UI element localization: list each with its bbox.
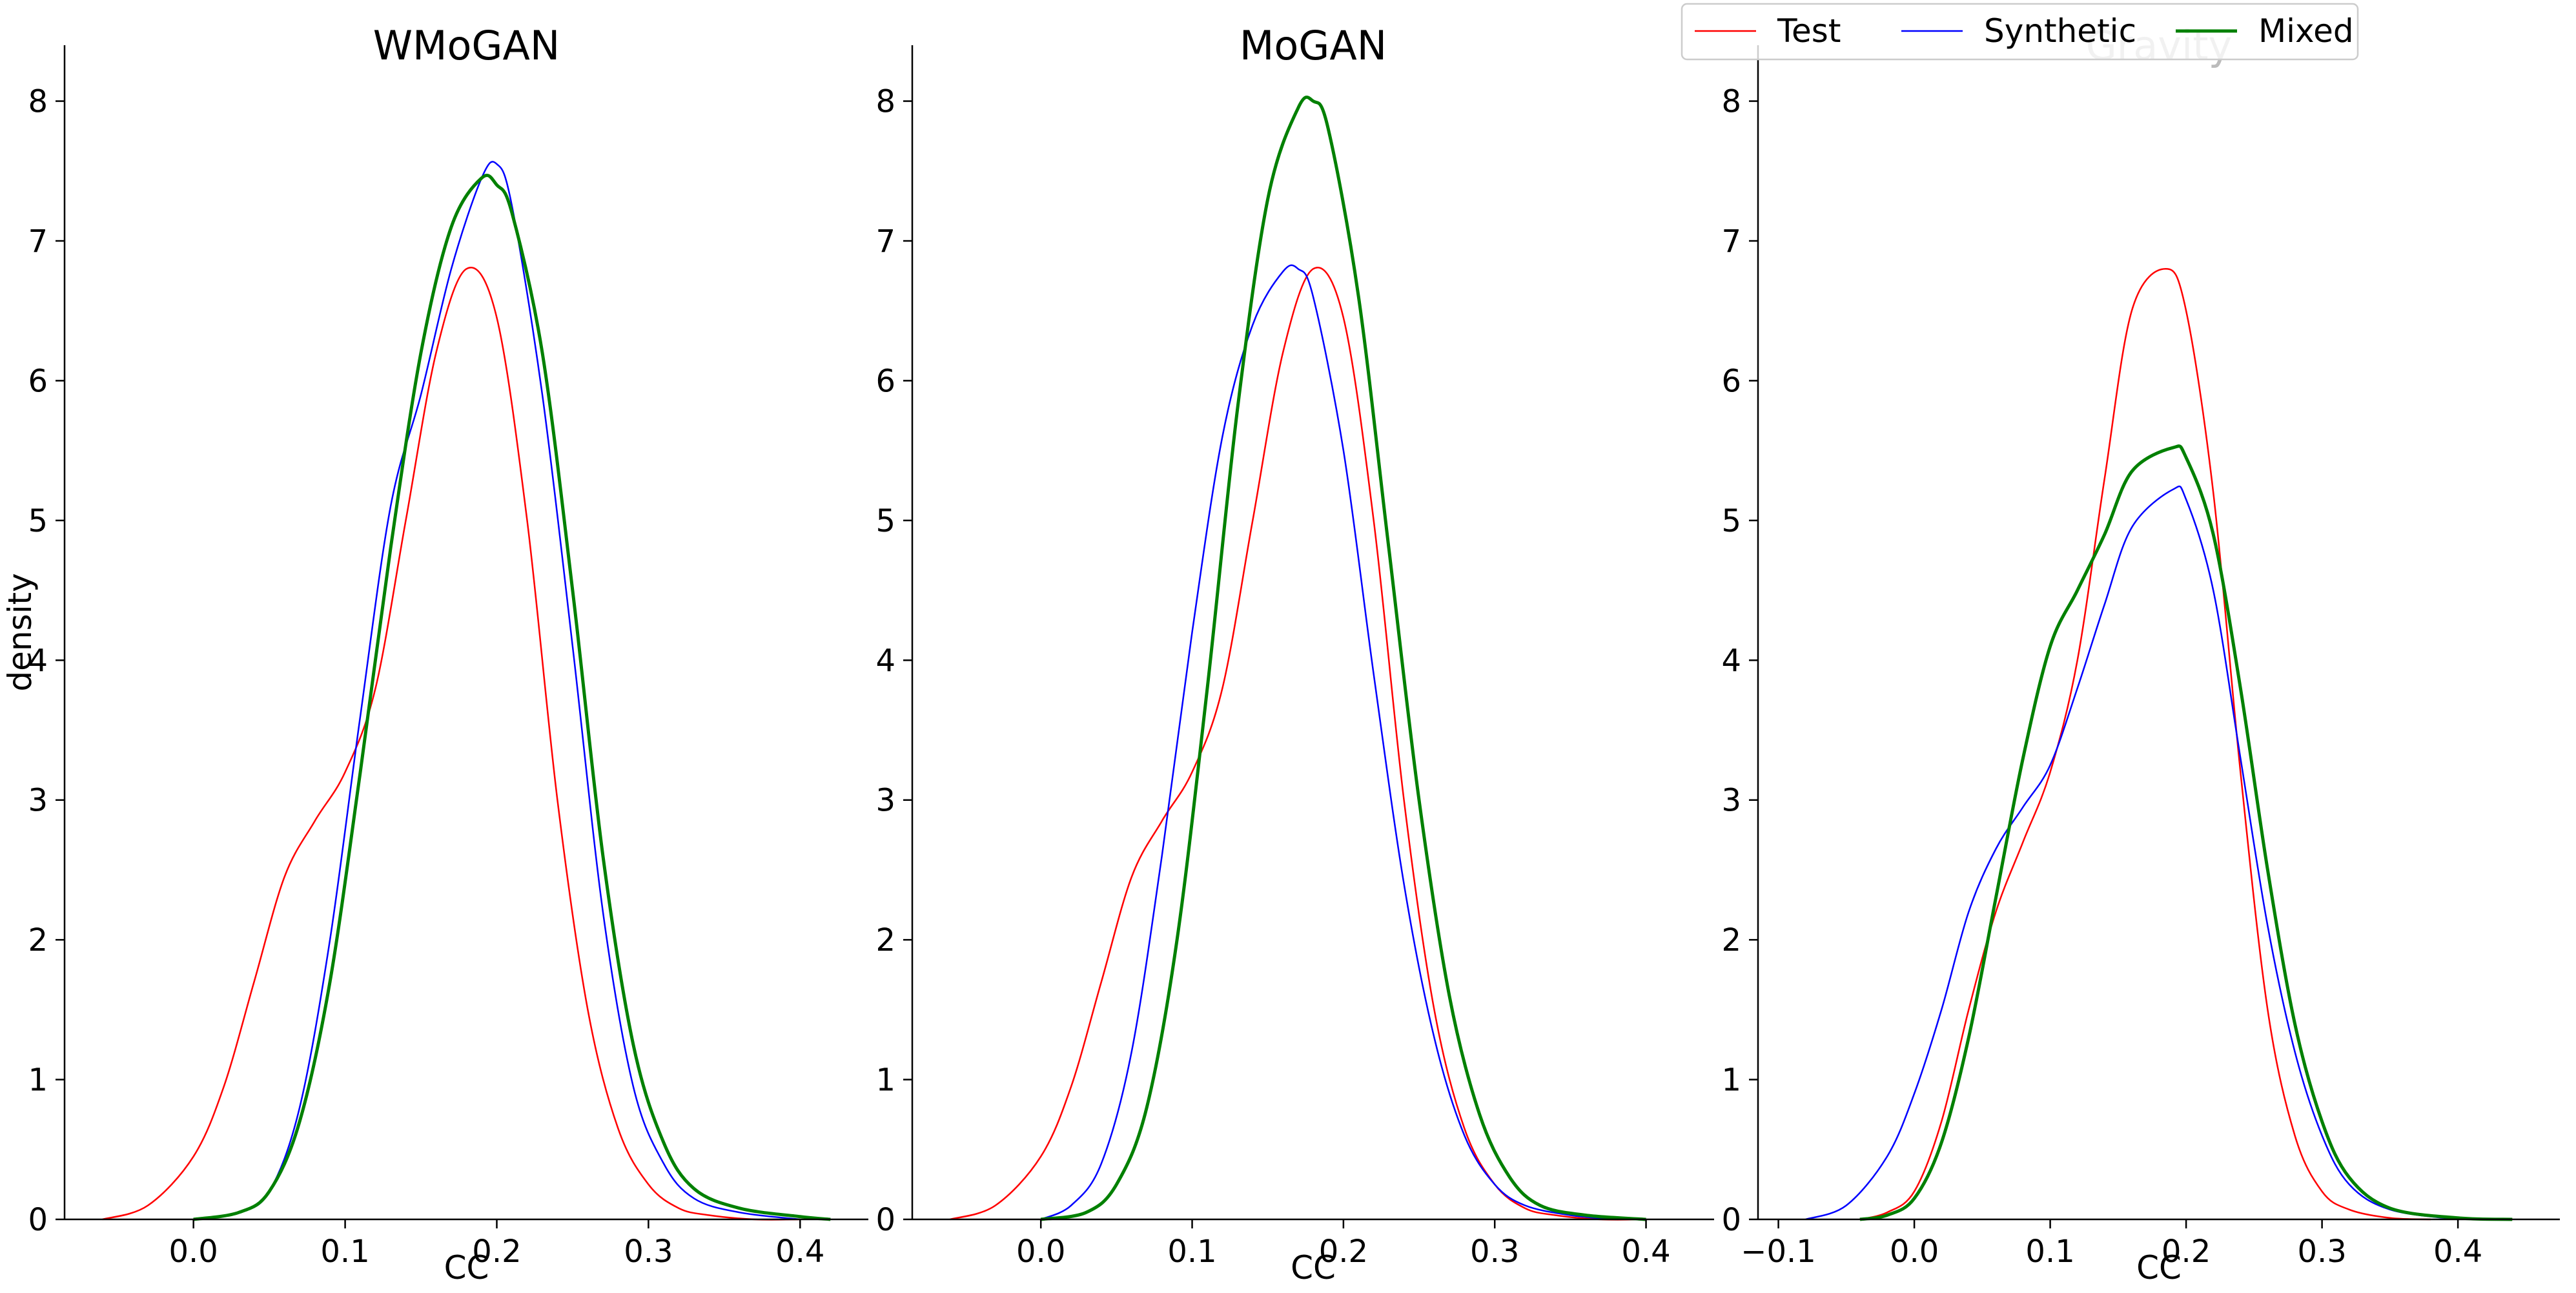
x-tick-label: −0.1	[1741, 1234, 1816, 1270]
legend-box	[1681, 3, 2359, 61]
panel-wmogan: 0.0 0.1 0.2 0.3 0.4 0 1 2 3 4 5 6 7 8 WMoGAN CC density	[1, 22, 868, 1287]
y-tick-label: 1	[1721, 1062, 1741, 1099]
y-tick-label: 4	[875, 643, 895, 679]
legend-label: Synthetic	[1984, 12, 2136, 50]
x-tick-label: 0.2	[472, 1234, 521, 1270]
y-tick-label: 7	[875, 223, 895, 260]
legend-item-test: Test	[1695, 12, 1841, 50]
x-tick-label: 0.2	[1319, 1234, 1368, 1270]
x-tick-label: 0.1	[1167, 1234, 1216, 1270]
x-tick-label: 0.1	[2025, 1234, 2074, 1270]
y-tick-label: 2	[1721, 922, 1741, 958]
legend-label: Mixed	[2258, 12, 2354, 50]
x-tick-label: 0.4	[1621, 1234, 1670, 1270]
y-tick-label: 6	[875, 363, 895, 399]
legend-item-mixed: Mixed	[2176, 12, 2354, 50]
series-line-test	[950, 267, 1646, 1221]
y-tick-label: 1	[28, 1062, 48, 1099]
panel-mogan: 0.0 0.1 0.2 0.3 0.4 0 1 2 3 4 5 6 7 8 MoGAN CC	[875, 22, 1714, 1287]
series-line-test	[1859, 268, 2431, 1221]
legend: Test Synthetic Mixed	[1681, 3, 2359, 61]
panels: 0.0 0.1 0.2 0.3 0.4012345678WMoGANCCdensity0…	[1, 22, 2560, 1287]
y-tick-label: 2	[875, 922, 895, 958]
y-tick-label: 0	[875, 1202, 895, 1238]
y-tick-label: 6	[1721, 363, 1741, 399]
y-tick-label: 8	[1721, 84, 1741, 120]
legend-label: Test	[1777, 12, 1841, 50]
panel-title: WMoGAN	[373, 22, 560, 69]
panel-title: MoGAN	[1240, 22, 1387, 69]
x-tick-label: 0.3	[2297, 1234, 2346, 1270]
y-tick-label: 0	[28, 1202, 48, 1238]
series-line-mixed	[1859, 444, 2513, 1221]
x-tick-label: 0.3	[1470, 1234, 1519, 1270]
x-tick-label: 0.1	[320, 1234, 369, 1270]
y-tick-label: 1	[875, 1062, 895, 1099]
y-tick-label: 3	[875, 783, 895, 819]
x-tick-label: 0.0	[169, 1234, 218, 1270]
series-line-synthetic	[1040, 264, 1616, 1221]
panel-gravity: −0.10.00.10.20.30.4012345678GravityCC	[1721, 22, 2560, 1287]
y-tick-label: 3	[1721, 783, 1741, 819]
x-axis-label: CC	[444, 1249, 489, 1287]
series-line-mixed	[193, 173, 831, 1221]
y-tick-label: 5	[28, 503, 48, 539]
series-line-synthetic	[193, 161, 801, 1221]
y-tick-label: 7	[28, 223, 48, 260]
legend-item-synthetic: Synthetic	[1901, 12, 2136, 50]
y-tick-label: 4	[28, 643, 48, 679]
y-tick-label: 8	[28, 84, 48, 120]
y-tick-label: 7	[1721, 223, 1741, 260]
y-tick-label: 6	[28, 363, 48, 399]
y-tick-label: 5	[875, 503, 895, 539]
x-tick-label: 0.2	[2162, 1234, 2211, 1270]
x-tick-label: 0.4	[2433, 1234, 2482, 1270]
x-tick-label: 0.4	[775, 1234, 824, 1270]
y-tick-label: 2	[28, 922, 48, 958]
x-axis-label: CC	[1291, 1249, 1336, 1287]
series-line-test	[102, 267, 801, 1221]
y-axis-label: density	[1, 573, 39, 691]
x-axis-label: CC	[2136, 1249, 2182, 1287]
y-tick-label: 0	[1721, 1202, 1741, 1238]
y-tick-label: 5	[1721, 503, 1741, 539]
series-line-mixed	[1040, 96, 1646, 1221]
y-tick-label: 3	[28, 783, 48, 819]
y-tick-label: 4	[1721, 643, 1741, 679]
x-tick-label: 0.0	[1890, 1234, 1939, 1270]
y-tick-label: 8	[875, 84, 895, 120]
x-tick-label: 0.3	[624, 1234, 673, 1270]
x-tick-label: 0.0	[1016, 1234, 1065, 1270]
series-line-synthetic	[1805, 485, 2458, 1221]
